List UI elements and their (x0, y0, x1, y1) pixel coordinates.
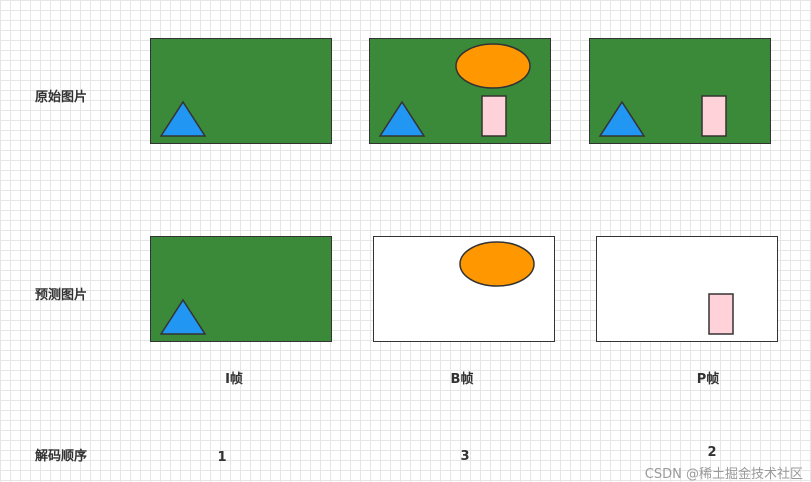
watermark-text: CSDN @稀土掘金技术社区 (644, 467, 803, 482)
original-b-frame (369, 38, 551, 144)
triangle-shape (159, 100, 207, 137)
triangle-shape (159, 298, 207, 335)
predicted-i-frame (150, 236, 332, 342)
frame-label-i: I帧 (225, 372, 243, 387)
rectangle-shape (701, 95, 727, 137)
decode-order-b: 3 (460, 449, 470, 464)
predicted-p-frame-shapes (708, 293, 734, 335)
predicted-i-frame-shapes (159, 298, 207, 335)
frame-label-b: B帧 (450, 372, 474, 387)
ellipse-shape (455, 43, 531, 89)
row-label-decode-order: 解码顺序 (35, 449, 88, 464)
original-p-frame (589, 38, 771, 144)
frame-label-p: P帧 (696, 372, 720, 387)
decode-order-p: 2 (707, 445, 717, 460)
original-i-frame-shapes (159, 100, 207, 137)
rectangle-shape (708, 293, 734, 335)
triangle-shape (378, 100, 426, 137)
original-b-frame-shapes (378, 43, 531, 137)
row-label-predicted: 预测图片 (35, 288, 88, 303)
original-i-frame (150, 38, 332, 144)
original-p-frame-shapes (598, 95, 727, 137)
rectangle-shape (481, 95, 507, 137)
decode-order-i: 1 (217, 450, 227, 465)
ellipse-shape (459, 241, 535, 287)
predicted-p-frame (596, 236, 778, 342)
predicted-b-frame (373, 236, 555, 342)
triangle-shape (598, 100, 646, 137)
row-label-original: 原始图片 (35, 90, 88, 105)
predicted-b-frame-shapes (459, 241, 535, 287)
